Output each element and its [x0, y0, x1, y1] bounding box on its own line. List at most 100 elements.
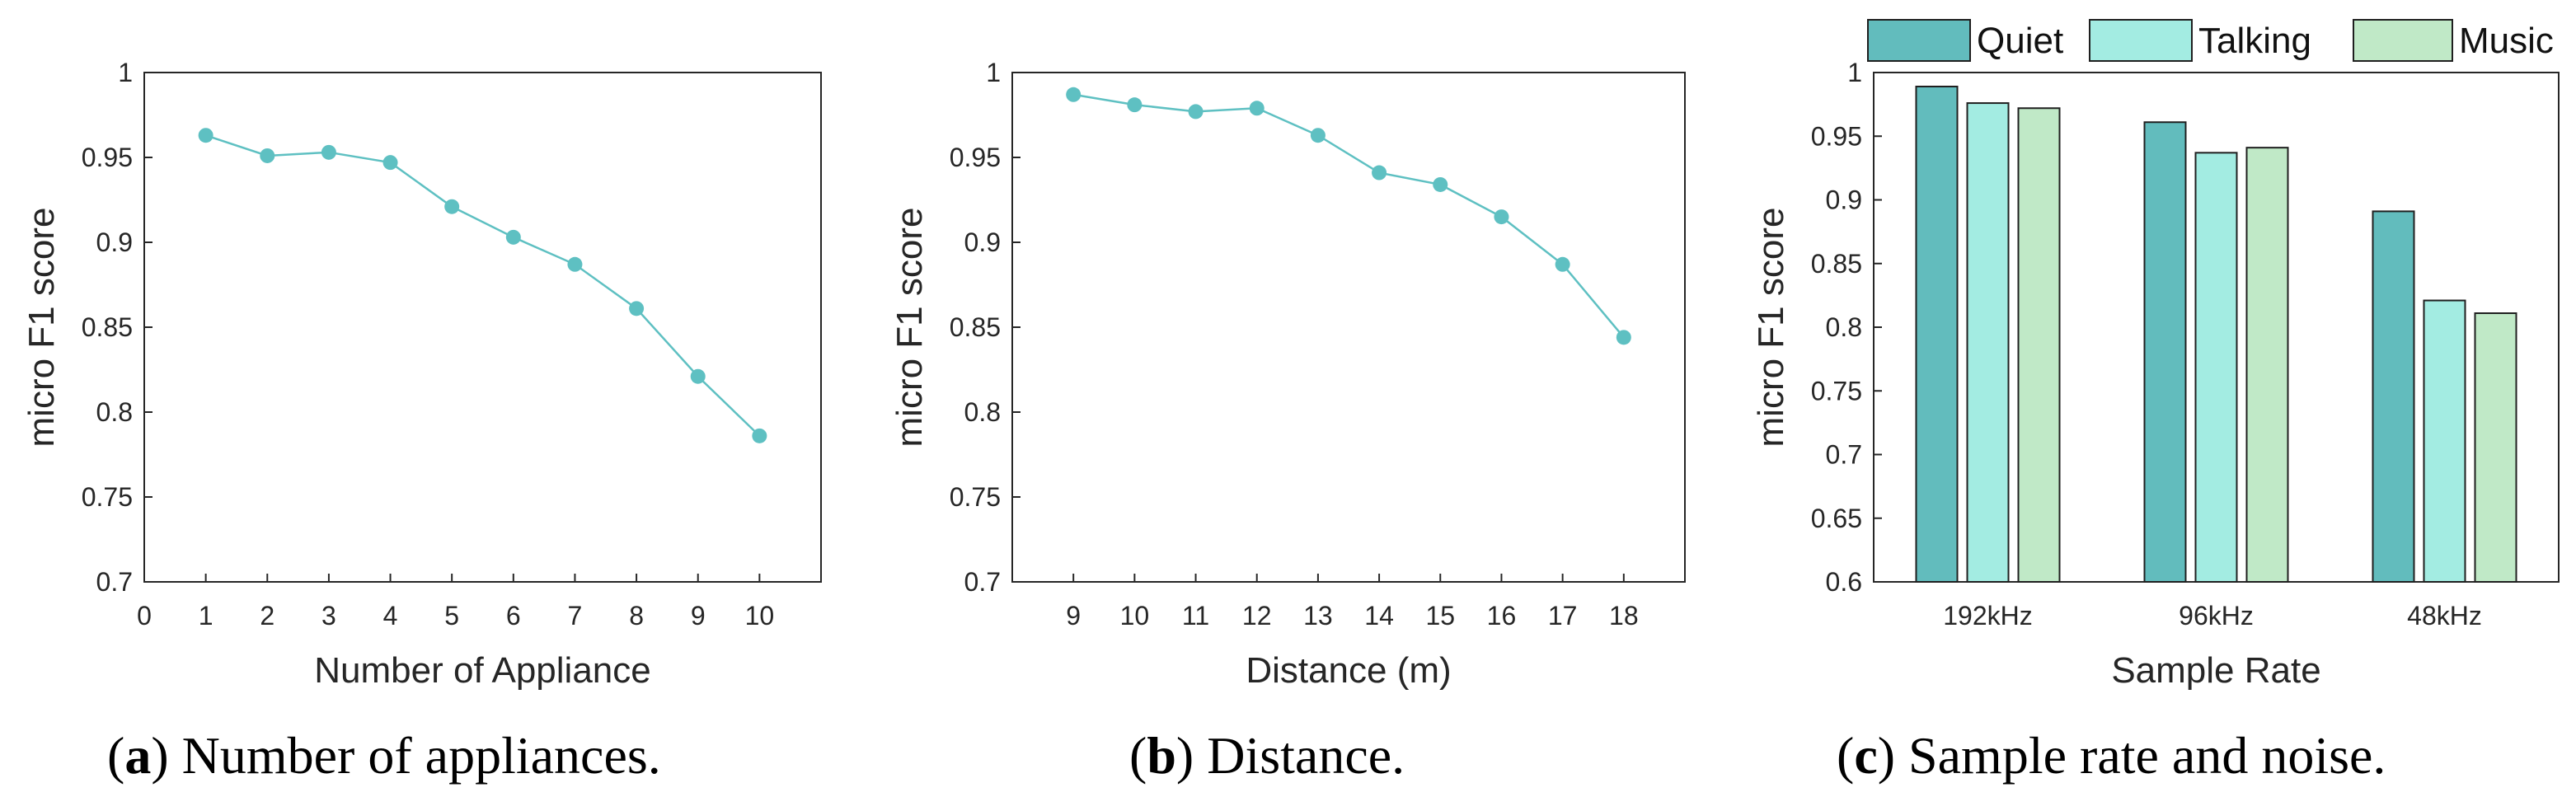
plot-a-xtick-label: 7	[568, 601, 583, 631]
plot-a-xtick-label: 5	[444, 601, 459, 631]
plot-b-data-point	[1616, 330, 1631, 345]
plot-a-xtick-label: 3	[321, 601, 336, 631]
plot-b-xtick-label: 12	[1242, 601, 1272, 631]
plot-b-data-point	[1433, 176, 1448, 192]
plot-a-ytick-label: 0.8	[96, 397, 133, 427]
plot-a-xtick-label: 6	[506, 601, 521, 631]
legend-label-talking: Talking	[2198, 21, 2311, 61]
plot-a-xtick-label: 10	[745, 601, 775, 631]
plot-c-xtick-label: 96kHz	[2179, 601, 2254, 631]
plot-a-ytick-label: 1	[118, 58, 133, 87]
caption-b: (b) Distance.	[1129, 726, 1405, 785]
plot-a-ytick-label: 0.9	[96, 227, 133, 257]
legend-label-quiet: Quiet	[1977, 21, 2063, 61]
plot-a-data-point	[505, 229, 521, 245]
plot-b-xtick-label: 14	[1364, 601, 1394, 631]
plot-a-ylabel: micro F1 score	[21, 208, 62, 448]
plot-c-xtick-label: 192kHz	[1943, 601, 2033, 631]
plot-a-ytick-label: 0.75	[82, 482, 133, 512]
plot-b-xtick-label: 9	[1066, 601, 1081, 631]
plot-a-data-point	[382, 155, 398, 171]
plot-c-xlabel: Sample Rate	[2111, 650, 2320, 691]
caption-c-label: c	[1854, 726, 1878, 785]
plot-c-bar-music	[2474, 312, 2517, 583]
plot-c-bar-talking	[2194, 152, 2238, 583]
plot-c-bar-talking	[1966, 102, 2010, 583]
caption-b-text: Distance.	[1207, 726, 1405, 785]
plot-b-ytick-label: 0.75	[950, 482, 1001, 512]
plot-b-xtick-label: 10	[1120, 601, 1150, 631]
caption-a-text: Number of appliances.	[181, 726, 661, 785]
plot-c-ytick-label: 0.85	[1811, 249, 1862, 279]
plot-b-xtick-label: 18	[1609, 601, 1639, 631]
legend-label-music: Music	[2459, 21, 2554, 61]
plot-c-ytick-label: 0.9	[1826, 185, 1862, 215]
caption-b-label: b	[1147, 726, 1176, 785]
plot-b-xtick-label: 17	[1548, 601, 1578, 631]
plot-c-ytick-label: 0.7	[1826, 440, 1862, 470]
plot-b-ytick-label: 1	[986, 58, 1001, 87]
caption-c: (c) Sample rate and noise.	[1837, 726, 2386, 785]
plot-c-bar-talking	[2423, 299, 2466, 583]
plot-a-data-point	[567, 256, 583, 272]
plot-b-data-point	[1249, 101, 1265, 116]
legend-swatch-talking	[2089, 19, 2193, 62]
plot-a-data-point	[629, 301, 645, 316]
plot-c-bar-quiet	[2143, 121, 2187, 583]
plot-b-ylabel: micro F1 score	[889, 208, 930, 448]
plot-b-data-point	[1127, 97, 1143, 113]
plot-a-xtick-label: 1	[199, 601, 213, 631]
plot-b-xlabel: Distance (m)	[1246, 650, 1451, 691]
plot-b-xtick-label: 11	[1182, 601, 1209, 631]
plot-a-xtick-label: 0	[137, 601, 152, 631]
plot-c-ytick-label: 0.75	[1811, 376, 1862, 406]
plot-b-ytick-label: 0.9	[964, 227, 1001, 257]
plot-c-ylabel: micro F1 score	[1751, 208, 1791, 448]
plot-b-ytick-label: 0.7	[964, 567, 1001, 597]
plot-c-ytick-label: 0.65	[1811, 504, 1862, 533]
plot-c-bar-quiet	[1915, 85, 1959, 584]
plot-c-ytick-label: 1	[1847, 58, 1862, 87]
plot-a-xtick-label: 9	[691, 601, 706, 631]
plot-b-series-line	[1072, 93, 1625, 339]
plot-c-bar-music	[2245, 147, 2289, 583]
plot-c-xtick-label: 48kHz	[2407, 601, 2482, 631]
plot-a-data-point	[690, 368, 706, 384]
legend-swatch-music	[2353, 19, 2453, 62]
plot-b-ytick-label: 0.85	[950, 312, 1001, 342]
plot-a-data-point	[198, 128, 213, 143]
plot-a-series-line	[205, 134, 761, 437]
plot-b-data-point	[1310, 128, 1326, 143]
plot-a-data-point	[444, 199, 460, 214]
plot-a-xtick-label: 4	[383, 601, 398, 631]
caption-a-label: a	[124, 726, 152, 785]
plot-a-data-point	[260, 148, 275, 163]
plot-b-ytick-label: 0.95	[950, 143, 1001, 172]
plot-a-ytick-label: 0.95	[82, 143, 133, 172]
plot-c-ytick-label: 0.95	[1811, 121, 1862, 151]
plot-b-data-point	[1555, 256, 1570, 272]
plot-b-ytick-label: 0.8	[964, 397, 1001, 427]
caption-c-text: Sample rate and noise.	[1908, 726, 2386, 785]
plot-b-data-point	[1494, 209, 1509, 225]
legend-swatch-quiet	[1867, 19, 1971, 62]
plot-a-xlabel: Number of Appliance	[314, 650, 650, 691]
plot-b-data-point	[1372, 165, 1387, 180]
plot-c-ytick-label: 0.6	[1826, 567, 1862, 597]
plot-c-ytick-label: 0.8	[1826, 312, 1862, 342]
plot-a-xtick-label: 8	[629, 601, 644, 631]
plot-a-xtick-label: 2	[260, 601, 274, 631]
plot-c-bar-music	[2017, 107, 2061, 583]
plot-b-data-point	[1188, 104, 1204, 120]
caption-a: (a) Number of appliances.	[107, 726, 661, 785]
plot-b-xtick-label: 15	[1425, 601, 1455, 631]
plot-a-ytick-label: 0.85	[82, 312, 133, 342]
plot-a-data-point	[752, 428, 767, 443]
plot-c-bar-quiet	[2372, 210, 2415, 583]
plot-b-frame	[1011, 72, 1686, 583]
plot-b-xtick-label: 13	[1303, 601, 1333, 631]
plot-a-data-point	[321, 144, 336, 160]
plot-a-ytick-label: 0.7	[96, 567, 133, 597]
plot-b-xtick-label: 16	[1487, 601, 1517, 631]
